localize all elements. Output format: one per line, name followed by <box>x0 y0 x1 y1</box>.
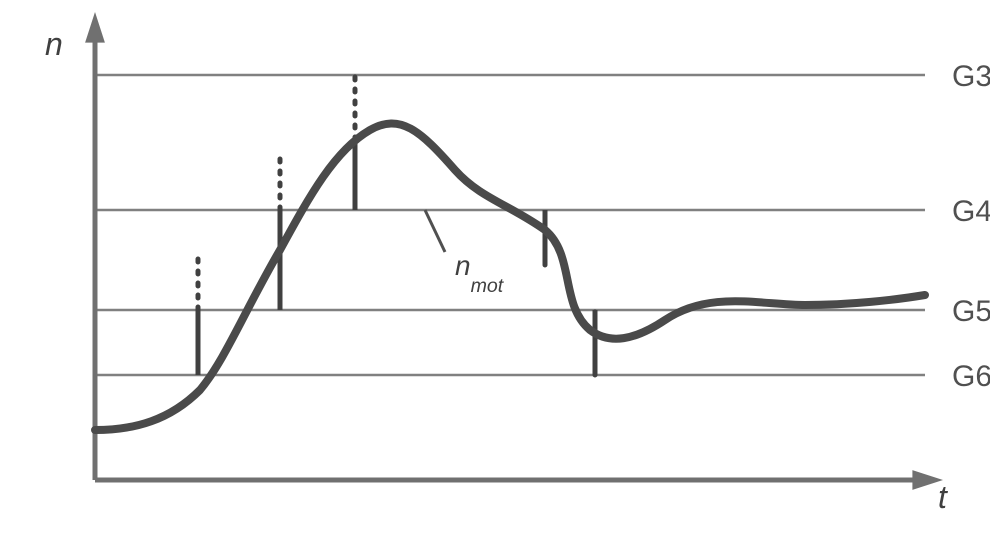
gear-label-g6: G6 <box>952 360 990 393</box>
chart-container: G3G4G5G6ntnmot <box>0 0 990 550</box>
gear-rpm-chart: G3G4G5G6ntnmot <box>0 0 990 550</box>
gear-label-g3: G3 <box>952 60 990 93</box>
gear-label-g5: G5 <box>952 295 990 328</box>
y-axis-label: n <box>45 26 63 62</box>
x-axis-label: t <box>938 479 948 515</box>
gear-label-g4: G4 <box>952 195 990 228</box>
